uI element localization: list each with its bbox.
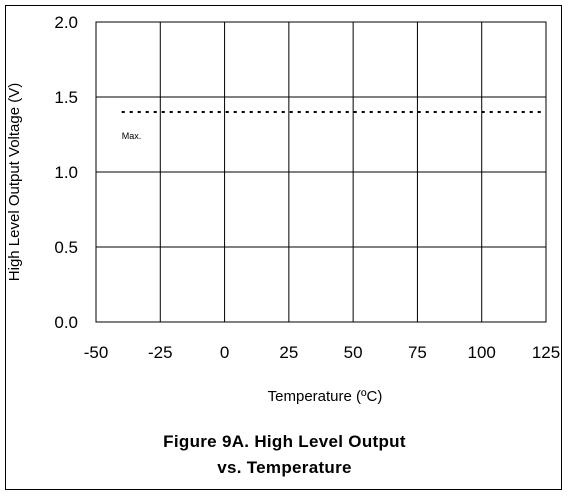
x-tick-label: -25 [148,343,173,362]
x-tick-label: 75 [408,343,427,362]
y-axis-label: High Level Output Voltage (V) [6,83,23,281]
grid-lines [96,22,546,322]
x-axis-ticks: -50 -25 0 25 50 75 100 125 [84,343,560,362]
y-tick-label: 0.5 [54,238,78,257]
y-tick-label: 0.0 [54,313,78,332]
figure-caption-line1: Figure 9A. High Level Output [163,432,406,451]
y-tick-label: 1.5 [54,88,78,107]
y-tick-label: 2.0 [54,13,78,32]
series-label-max: Max. [122,131,142,141]
x-tick-label: 125 [532,343,560,362]
figure-frame [5,5,562,490]
y-tick-label: 1.0 [54,163,78,182]
x-tick-label: 25 [279,343,298,362]
x-tick-label: 50 [344,343,363,362]
x-tick-label: 0 [220,343,229,362]
x-axis-label: Temperature (ºC) [268,388,383,405]
figure-caption-line2: vs. Temperature [217,458,352,477]
x-tick-label: -50 [84,343,109,362]
y-axis-ticks: 0.0 0.5 1.0 1.5 2.0 [54,13,78,332]
series-group: Max. [121,111,546,141]
x-tick-label: 100 [468,343,496,362]
